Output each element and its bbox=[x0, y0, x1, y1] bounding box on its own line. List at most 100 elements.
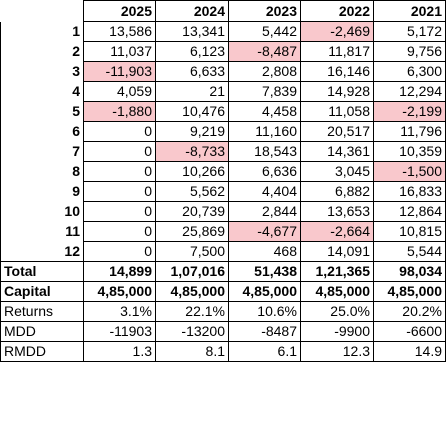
pnl-cell: -2,664 bbox=[300, 221, 374, 242]
pnl-cell: 6,882 bbox=[300, 181, 374, 202]
pnl-cell: 12,864 bbox=[373, 201, 446, 222]
month-row: 3 -11,903 6,633 2,808 16,146 6,300 bbox=[0, 61, 446, 82]
summary-cell: 25.0% bbox=[300, 301, 374, 322]
pnl-cell: -2,469 bbox=[300, 21, 374, 42]
summary-label: MDD bbox=[0, 321, 84, 342]
summary-label: Returns bbox=[0, 301, 84, 322]
pnl-cell: 4,458 bbox=[228, 101, 301, 122]
month-label: 11 bbox=[0, 221, 84, 242]
pnl-cell: 14,928 bbox=[300, 81, 374, 102]
summary-cell: 3.1% bbox=[83, 301, 156, 322]
pnl-cell: 0 bbox=[83, 121, 156, 142]
pnl-cell: 14,091 bbox=[300, 241, 374, 262]
month-row: 12 0 7,500 468 14,091 5,544 bbox=[0, 241, 446, 262]
pnl-cell: 10,359 bbox=[373, 141, 446, 162]
summary-cell: 4,85,000 bbox=[83, 281, 156, 302]
pnl-cell: 7,500 bbox=[155, 241, 229, 262]
pnl-cell: 4,059 bbox=[83, 81, 156, 102]
pnl-cell: 0 bbox=[83, 161, 156, 182]
summary-row: MDD -11903 -13200 -8487 -9900 -6600 bbox=[0, 321, 446, 342]
month-row: 6 0 9,219 11,160 20,517 11,796 bbox=[0, 121, 446, 142]
pnl-cell: 25,869 bbox=[155, 221, 229, 242]
pnl-cell: 10,815 bbox=[373, 221, 446, 242]
summary-row: RMDD 1.3 8.1 6.1 12.3 14.9 bbox=[0, 341, 446, 362]
pnl-cell: 18,543 bbox=[228, 141, 301, 162]
summary-cell: 98,034 bbox=[373, 261, 446, 282]
summary-cell: 20.2% bbox=[373, 301, 446, 322]
month-label: 10 bbox=[0, 201, 84, 222]
year-header: 2023 bbox=[228, 0, 301, 22]
pnl-cell: 6,633 bbox=[155, 61, 229, 82]
pnl-cell: 3,045 bbox=[300, 161, 374, 182]
summary-cell: 1.3 bbox=[83, 341, 156, 362]
summary-cell: -6600 bbox=[373, 321, 446, 342]
pnl-cell: 0 bbox=[83, 201, 156, 222]
summary-label: Capital bbox=[0, 281, 84, 302]
pnl-cell: 0 bbox=[83, 221, 156, 242]
pnl-cell: 9,756 bbox=[373, 41, 446, 62]
pnl-cell: 468 bbox=[228, 241, 301, 262]
summary-row: Returns 3.1% 22.1% 10.6% 25.0% 20.2% bbox=[0, 301, 446, 322]
pnl-cell: -8,487 bbox=[228, 41, 301, 62]
pnl-cell: 6,123 bbox=[155, 41, 229, 62]
pnl-cell: 12,294 bbox=[373, 81, 446, 102]
summary-row: Capital 4,85,000 4,85,000 4,85,000 4,85,000 4… bbox=[0, 281, 446, 302]
month-row: 1 13,586 13,341 5,442 -2,469 5,172 bbox=[0, 21, 446, 42]
summary-cell: 6.1 bbox=[228, 341, 301, 362]
pnl-table: 2025 2024 2023 2022 2021 1 13,586 13,341 5,442 -2… bbox=[0, 0, 446, 362]
month-label: 9 bbox=[0, 181, 84, 202]
month-row: 9 0 5,562 4,404 6,882 16,833 bbox=[0, 181, 446, 202]
month-row: 7 0 -8,733 18,543 14,361 10,359 bbox=[0, 141, 446, 162]
pnl-cell: 5,544 bbox=[373, 241, 446, 262]
summary-cell: 4,85,000 bbox=[300, 281, 374, 302]
year-header: 2025 bbox=[83, 0, 156, 22]
summary-cell: 4,85,000 bbox=[155, 281, 229, 302]
summary-cell: 10.6% bbox=[228, 301, 301, 322]
month-label: 8 bbox=[0, 161, 84, 182]
year-header: 2021 bbox=[373, 0, 446, 22]
summary-cell: -9900 bbox=[300, 321, 374, 342]
pnl-cell: 13,341 bbox=[155, 21, 229, 42]
pnl-cell: 10,476 bbox=[155, 101, 229, 122]
pnl-cell: 16,833 bbox=[373, 181, 446, 202]
summary-cell: 51,438 bbox=[228, 261, 301, 282]
pnl-cell: -1,880 bbox=[83, 101, 156, 122]
pnl-cell: 21 bbox=[155, 81, 229, 102]
summary-cell: 12.3 bbox=[300, 341, 374, 362]
month-row: 4 4,059 21 7,839 14,928 12,294 bbox=[0, 81, 446, 102]
summary-cell: 14.9 bbox=[373, 341, 446, 362]
pnl-cell: 6,636 bbox=[228, 161, 301, 182]
pnl-cell: 14,361 bbox=[300, 141, 374, 162]
pnl-cell: 6,300 bbox=[373, 61, 446, 82]
pnl-cell: 13,586 bbox=[83, 21, 156, 42]
pnl-cell: 11,817 bbox=[300, 41, 374, 62]
summary-cell: -13200 bbox=[155, 321, 229, 342]
pnl-cell: 10,266 bbox=[155, 161, 229, 182]
summary-row: Total 14,899 1,07,016 51,438 1,21,365 98,034 bbox=[0, 261, 446, 282]
pnl-cell: 20,517 bbox=[300, 121, 374, 142]
summary-label: Total bbox=[0, 261, 84, 282]
month-row: 11 0 25,869 -4,677 -2,664 10,815 bbox=[0, 221, 446, 242]
year-header: 2024 bbox=[155, 0, 229, 22]
pnl-cell: 5,442 bbox=[228, 21, 301, 42]
pnl-cell: 9,219 bbox=[155, 121, 229, 142]
year-header: 2022 bbox=[300, 0, 374, 22]
month-row: 5 -1,880 10,476 4,458 11,058 -2,199 bbox=[0, 101, 446, 122]
pnl-cell: 4,404 bbox=[228, 181, 301, 202]
month-row: 10 0 20,739 2,844 13,653 12,864 bbox=[0, 201, 446, 222]
pnl-cell: 11,058 bbox=[300, 101, 374, 122]
pnl-cell: 0 bbox=[83, 181, 156, 202]
pnl-cell: -8,733 bbox=[155, 141, 229, 162]
pnl-cell: 13,653 bbox=[300, 201, 374, 222]
corner-cell bbox=[1, 1, 84, 22]
pnl-cell: 5,172 bbox=[373, 21, 446, 42]
pnl-cell: 2,844 bbox=[228, 201, 301, 222]
pnl-cell: -2,199 bbox=[373, 101, 446, 122]
summary-cell: -8487 bbox=[228, 321, 301, 342]
month-label: 2 bbox=[0, 41, 84, 62]
summary-cell: 1,07,016 bbox=[155, 261, 229, 282]
month-label: 3 bbox=[0, 61, 84, 82]
summary-cell: 8.1 bbox=[155, 341, 229, 362]
summary-cell: 1,21,365 bbox=[300, 261, 374, 282]
month-label: 1 bbox=[0, 21, 84, 42]
